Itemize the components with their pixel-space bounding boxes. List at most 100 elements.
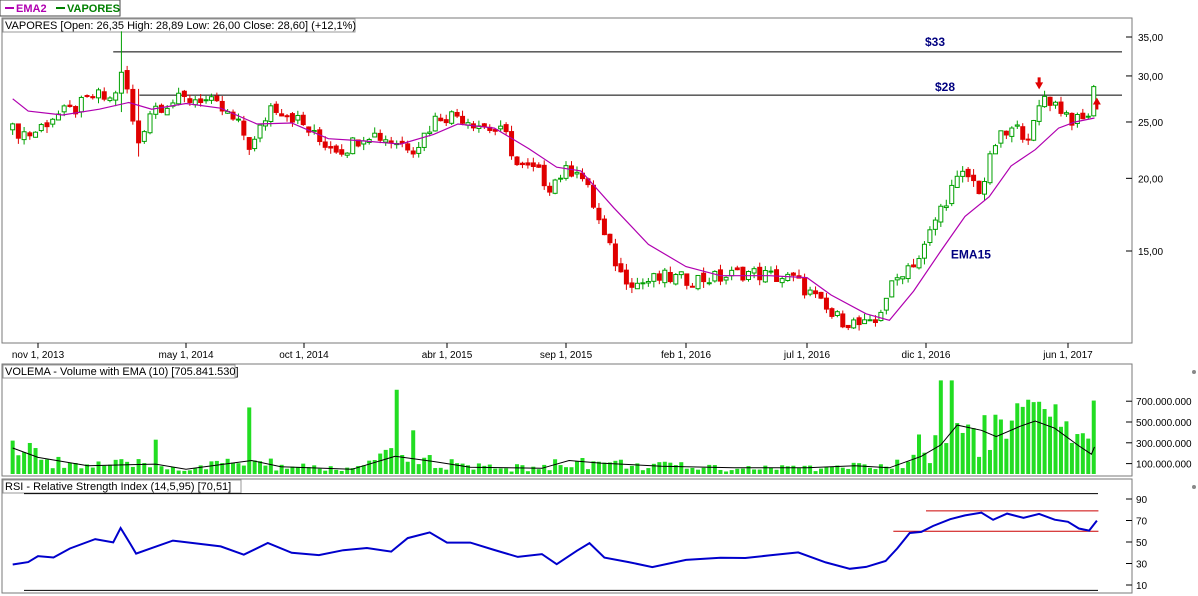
candle-up	[432, 115, 438, 132]
candle-down	[438, 117, 444, 122]
candle-down	[829, 308, 835, 317]
volume-bar	[646, 468, 651, 474]
volume-bar	[724, 471, 729, 474]
candle-up	[867, 319, 873, 322]
volume-bar	[624, 468, 629, 474]
candle-up	[883, 297, 889, 311]
volume-bar	[684, 468, 689, 474]
candle-down	[130, 88, 136, 122]
volume-bar	[339, 470, 344, 474]
candle-up	[651, 273, 657, 282]
volume-bar	[884, 466, 889, 474]
candle-up	[634, 282, 640, 290]
volume-y-tick-label: 700.000.000	[1136, 397, 1192, 408]
candle-down	[219, 100, 225, 112]
candle-down	[300, 114, 306, 126]
volume-bar	[504, 468, 509, 474]
volume-bar	[438, 467, 443, 474]
price-y-tick-label: 25,00	[1138, 118, 1163, 129]
volume-bar	[389, 448, 394, 474]
candle-up	[768, 270, 774, 273]
candle-down	[1025, 138, 1031, 141]
candle-down	[965, 168, 971, 178]
candle-down	[246, 137, 252, 150]
volume-bar	[482, 465, 487, 474]
candle-up	[1085, 115, 1091, 118]
volume-bar	[73, 463, 78, 474]
candle-up	[982, 180, 988, 195]
rsi-panel: RSI - Relative Strength Index (14,5,95) …	[1, 478, 1148, 594]
candle-up	[383, 139, 389, 143]
scroll-nubs[interactable]	[1192, 370, 1196, 489]
candle-down	[689, 285, 695, 288]
volume-bar	[411, 430, 416, 474]
volume-bar	[378, 453, 383, 474]
volume-bar	[182, 470, 187, 474]
volume-bar	[1053, 404, 1058, 474]
candle-down	[629, 282, 635, 288]
volume-bar	[62, 467, 67, 474]
legend: EMA2 VAPORES	[0, 0, 121, 17]
candle-up	[203, 99, 209, 102]
candle-up	[295, 114, 301, 121]
volume-bar	[372, 460, 377, 474]
volume-bar	[119, 459, 124, 474]
price-y-tick-label: 15,00	[1138, 247, 1163, 258]
volume-bar	[268, 458, 273, 474]
volume-bar	[444, 469, 449, 474]
volume-bar	[258, 461, 263, 474]
volume-bar	[900, 468, 905, 474]
volume-bar	[290, 466, 295, 474]
volume-header: VOLEMA - Volume with EMA (10) [705.841.5…	[5, 366, 239, 378]
volume-bar	[214, 460, 219, 474]
candle-down	[443, 119, 449, 124]
volume-panel-frame	[1, 363, 1133, 477]
volume-bar	[471, 469, 476, 474]
candle-down	[1069, 112, 1075, 126]
rsi-y-tick-label: 30	[1136, 560, 1148, 571]
volume-bars	[10, 380, 1096, 474]
candle-down	[547, 185, 553, 193]
volume-bar	[220, 463, 225, 474]
volume-bar	[531, 466, 536, 474]
price-arrows	[1035, 77, 1101, 110]
scroll-nub-volume[interactable]	[1192, 370, 1196, 374]
candle-up	[107, 97, 113, 102]
candle-up	[96, 89, 102, 99]
volume-bar	[613, 460, 618, 474]
volume-bar	[136, 459, 141, 474]
candle-down	[802, 278, 808, 296]
candle-down	[701, 272, 707, 283]
rsi-header-box	[2, 479, 242, 494]
volume-bar	[701, 467, 706, 474]
volume-bar	[673, 465, 678, 474]
candle-up	[751, 268, 757, 274]
candle-up	[662, 269, 668, 284]
volume-bar	[774, 469, 779, 474]
candle-down	[525, 162, 531, 166]
volume-bar	[987, 449, 992, 474]
volume-bar	[279, 464, 284, 474]
price-y-tick-label: 20,00	[1138, 174, 1163, 185]
candle-up	[147, 113, 153, 134]
price-y-tick-label: 30,00	[1138, 72, 1163, 83]
volume-bar	[966, 424, 971, 474]
scroll-nub-rsi[interactable]	[1192, 485, 1196, 489]
candle-down	[590, 184, 596, 208]
volume-bar	[102, 465, 107, 474]
volume-bar	[476, 463, 481, 474]
candle-up	[574, 171, 580, 175]
volume-bar	[1069, 442, 1074, 474]
volume-bar	[998, 419, 1003, 474]
volume-bar	[394, 389, 399, 474]
volume-bar	[285, 468, 290, 474]
volume-bar	[301, 463, 306, 474]
volume-bar	[1037, 401, 1042, 474]
candle-down	[355, 139, 361, 147]
candle-down	[530, 162, 536, 167]
volume-bar	[895, 459, 900, 474]
volume-bar	[79, 468, 84, 474]
candle-up	[1042, 95, 1048, 108]
candle-down	[607, 233, 613, 244]
candle-down	[90, 96, 96, 99]
